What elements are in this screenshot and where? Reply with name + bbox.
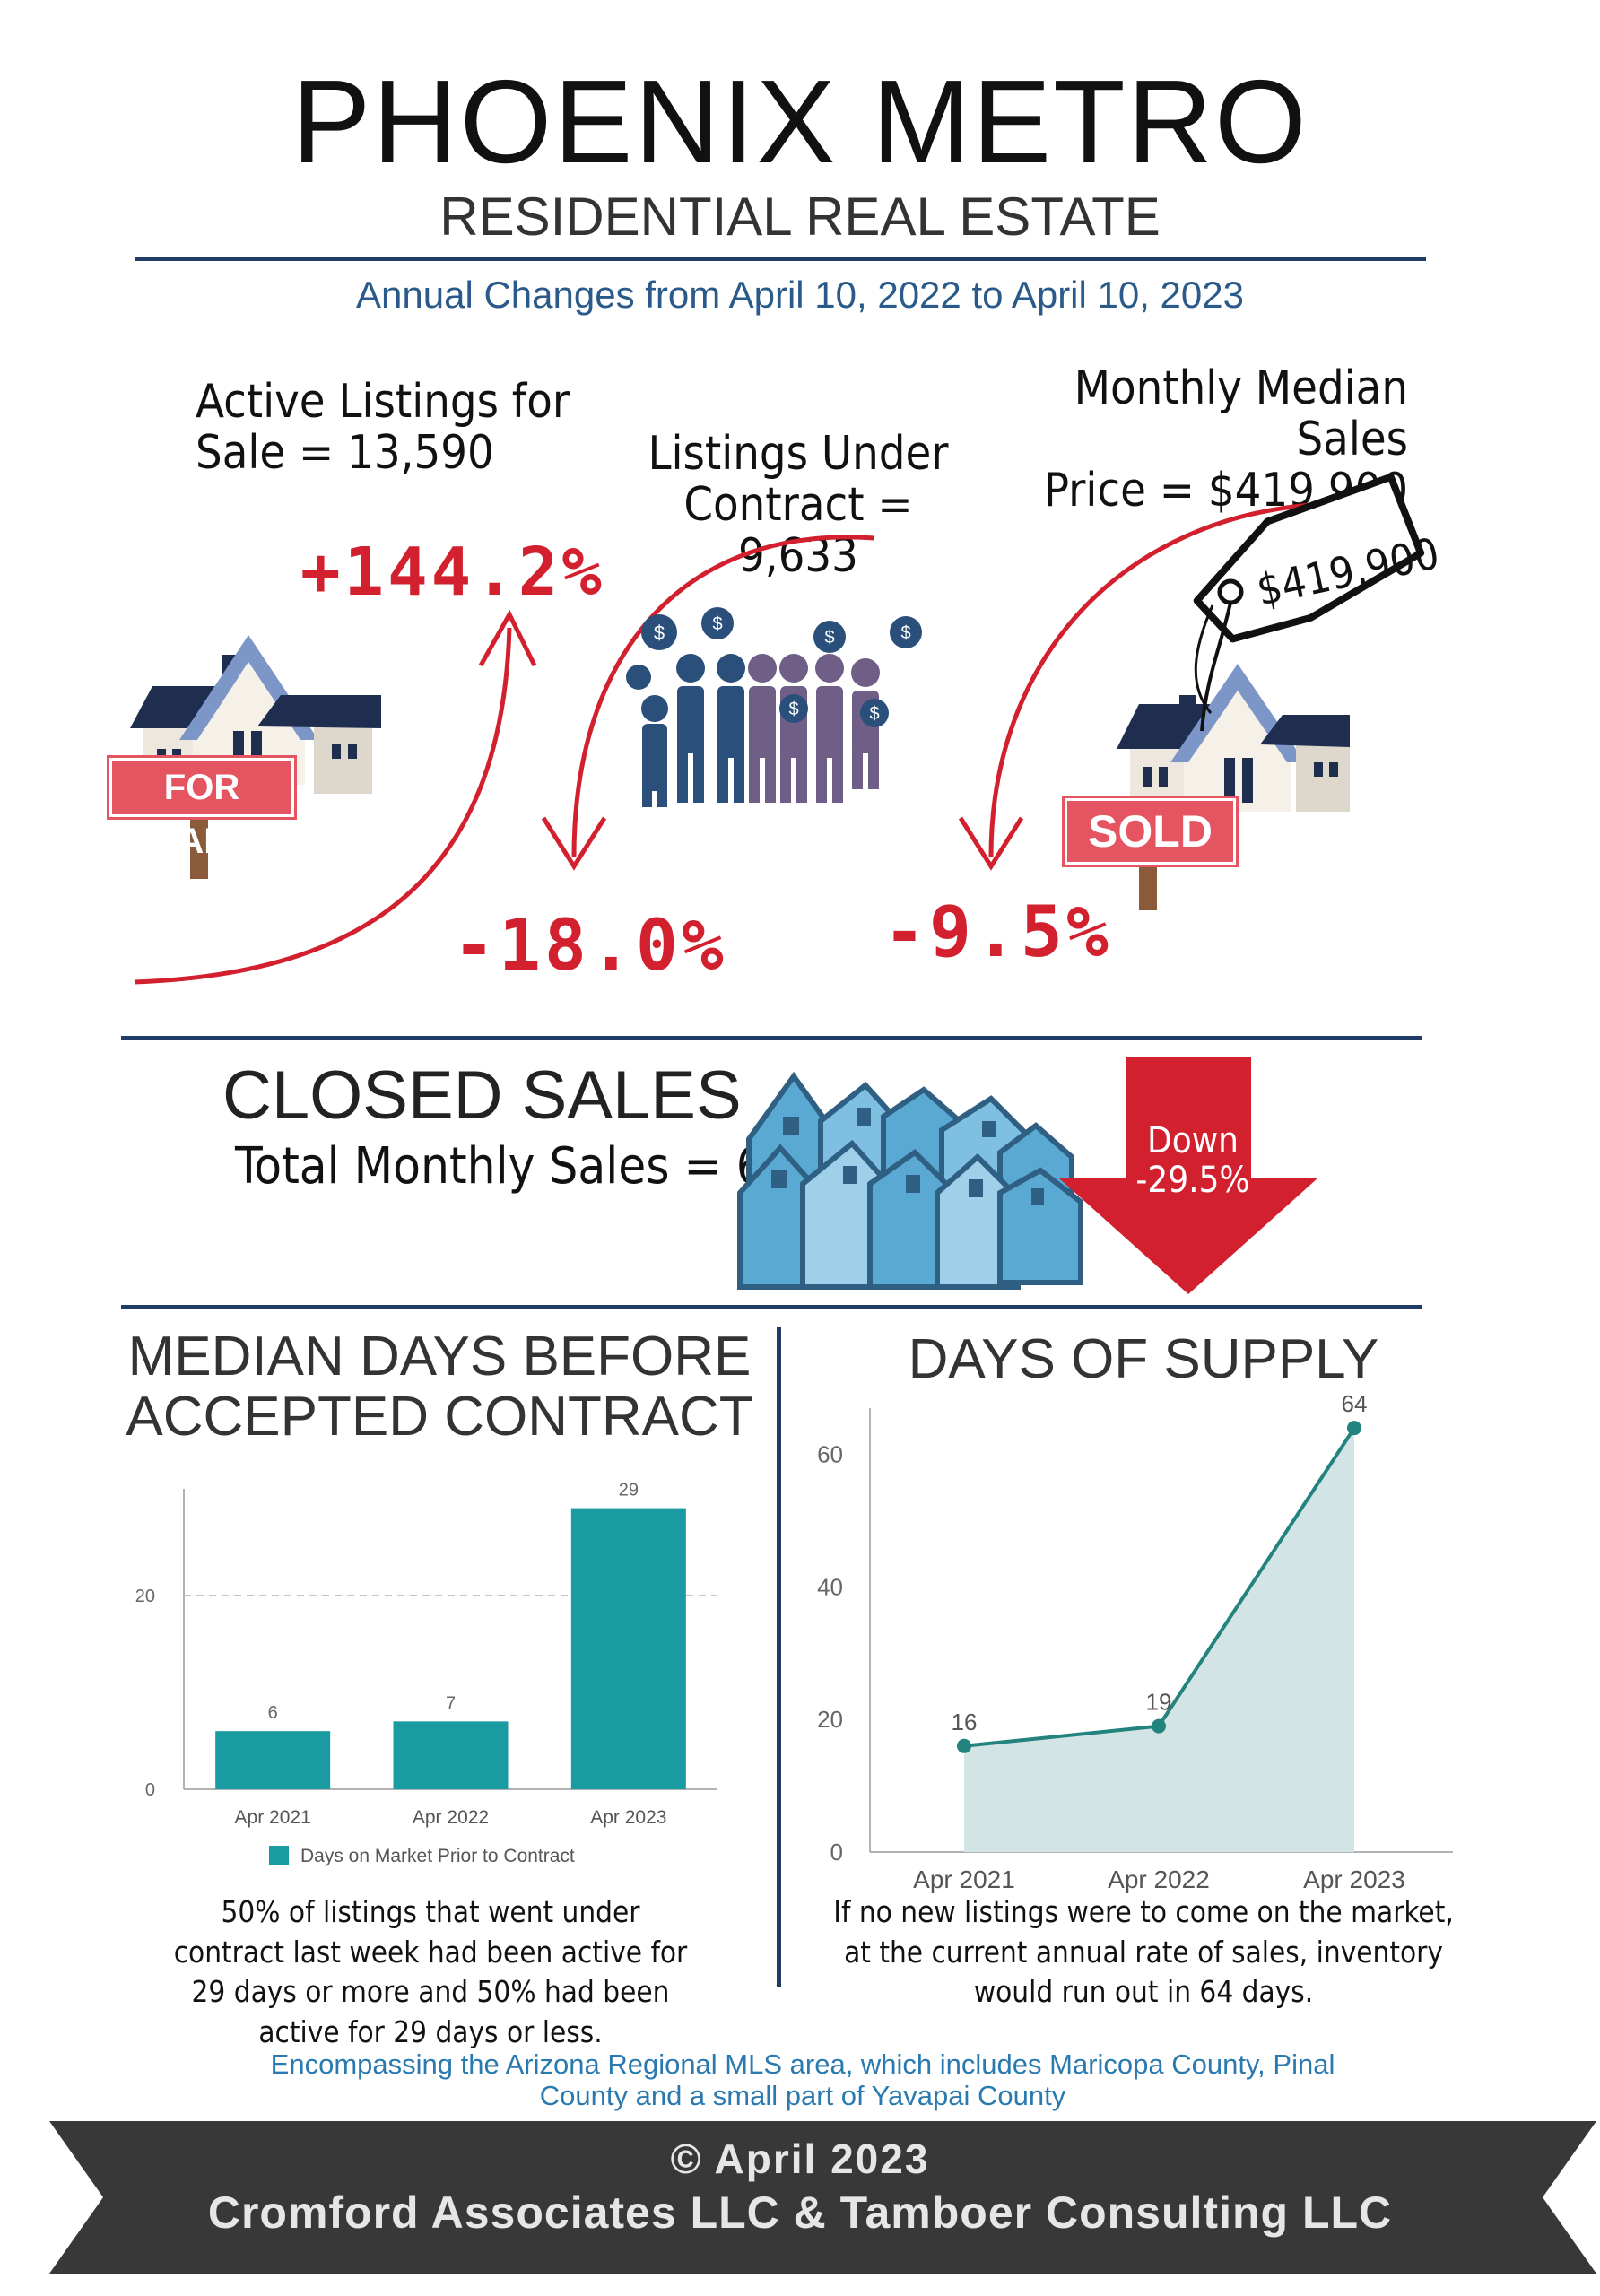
svg-text:$: $ <box>900 623 910 643</box>
bar-legend-swatch <box>269 1846 289 1866</box>
page-subtitle: RESIDENTIAL REAL ESTATE <box>439 187 1161 247</box>
bar-x-tick-label: Apr 2021 <box>235 1807 311 1828</box>
under-contract-label: Listings Under Contract = 9,633 <box>628 427 969 583</box>
active-listings-label-line2: Sale = 13,590 <box>196 426 494 481</box>
sold-sign: SOLD <box>1065 798 1236 865</box>
area-data-label: 64 <box>1342 1390 1368 1417</box>
page-title: PHOENIX METRO <box>291 56 1309 187</box>
bar <box>215 1731 331 1789</box>
for-sale-sign: FOR SALE <box>109 758 294 861</box>
days-supply-area-chart: 0 20 40 60 16 Apr 2021 19 Apr 2022 64 Apr 2023 <box>817 1390 1453 1893</box>
area-y-tick-label: 60 <box>817 1441 843 1468</box>
footer-ribbon <box>49 2121 1596 2274</box>
area-y-tick-label: 20 <box>817 1706 843 1733</box>
bar-legend-label: Days on Market Prior to Contract <box>300 1846 575 1866</box>
bar-x-tick-label: Apr 2023 <box>590 1807 666 1828</box>
houses-cluster-icon <box>737 1071 1083 1290</box>
area-x-tick-label: Apr 2021 <box>913 1866 1015 1893</box>
svg-text:$: $ <box>869 704 879 724</box>
median-days-bar-chart: 0 20 6 Apr 2021 7 Apr 2022 29 Apr 2023 Days on M… <box>135 1481 717 1866</box>
under-contract-change: -18.0% <box>453 906 727 987</box>
price-tag-icon <box>1193 473 1425 732</box>
bar <box>393 1721 509 1789</box>
bar-y-tick-label: 0 <box>145 1780 155 1800</box>
active-listings-change: +144.2% <box>300 534 605 611</box>
bar-data-label: 6 <box>268 1703 278 1723</box>
area-data-label: 16 <box>952 1709 978 1735</box>
active-listings-label-line1: Active Listings for <box>196 375 570 429</box>
under-contract-label-line1: Listings Under <box>648 427 949 481</box>
median-price-label-line1: Monthly Median Sales <box>1074 361 1408 467</box>
median-days-title-line1: MEDIAN DAYS BEFORE <box>127 1326 752 1387</box>
up-curve-arrow <box>134 501 1324 985</box>
bar-x-tick-label: Apr 2022 <box>413 1807 489 1828</box>
footer-companies: Cromford Associates LLC & Tamboer Consul… <box>207 2187 1393 2238</box>
median-days-note: 50% of listings that went under contract… <box>173 1894 688 2049</box>
area-y-tick-label: 40 <box>817 1573 843 1600</box>
area-point <box>1347 1421 1361 1436</box>
area-point <box>1152 1718 1166 1734</box>
region-note: Encompassing the Arizona Regional MLS ar… <box>270 2048 1335 2111</box>
buyers-group-icon: $ $ $ $ $ $ <box>626 607 922 807</box>
area-fill <box>964 1428 1354 1852</box>
days-supply-note: If no new listings were to come on the m… <box>833 1894 1454 2010</box>
bar-data-label: 29 <box>619 1481 639 1500</box>
down-arrow-label-line1: Down <box>1147 1120 1239 1161</box>
median-price-change: -9.5% <box>883 892 1112 973</box>
closed-sales-title: CLOSED SALES <box>222 1057 742 1134</box>
bar-data-label: 7 <box>446 1693 456 1713</box>
area-point <box>957 1738 971 1753</box>
days-supply-title: DAYS OF SUPPLY <box>908 1328 1379 1390</box>
svg-text:$: $ <box>654 622 665 644</box>
area-x-tick-label: Apr 2022 <box>1108 1866 1210 1893</box>
svg-text:$: $ <box>788 700 798 719</box>
down-arrow-label: Down -29.5% <box>1099 1121 1287 1200</box>
area-y-tick-label: 0 <box>830 1839 843 1866</box>
closed-sales-divider-bottom <box>121 1305 1422 1309</box>
active-listings-label: Active Listings for Sale = 13,590 <box>196 375 570 481</box>
area-data-label: 19 <box>1146 1689 1172 1716</box>
svg-text:$: $ <box>824 628 834 648</box>
median-days-title: MEDIAN DAYS BEFORE ACCEPTED CONTRACT <box>108 1326 771 1448</box>
median-days-title-line2: ACCEPTED CONTRACT <box>126 1385 753 1448</box>
header-divider <box>135 257 1426 261</box>
down-arrow-icon <box>1058 1057 1318 1294</box>
closed-sales-divider-top <box>121 1036 1422 1040</box>
bar <box>570 1508 686 1789</box>
charts-vertical-divider <box>777 1327 781 1987</box>
down-arrow-label-line2: -29.5% <box>1135 1160 1250 1201</box>
date-range: Annual Changes from April 10, 2022 to Ap… <box>356 274 1244 316</box>
bar-y-tick-label: 20 <box>135 1587 155 1606</box>
footer-copyright: © April 2023 <box>670 2135 930 2182</box>
area-x-tick-label: Apr 2023 <box>1303 1866 1405 1893</box>
svg-text:$: $ <box>712 614 722 634</box>
